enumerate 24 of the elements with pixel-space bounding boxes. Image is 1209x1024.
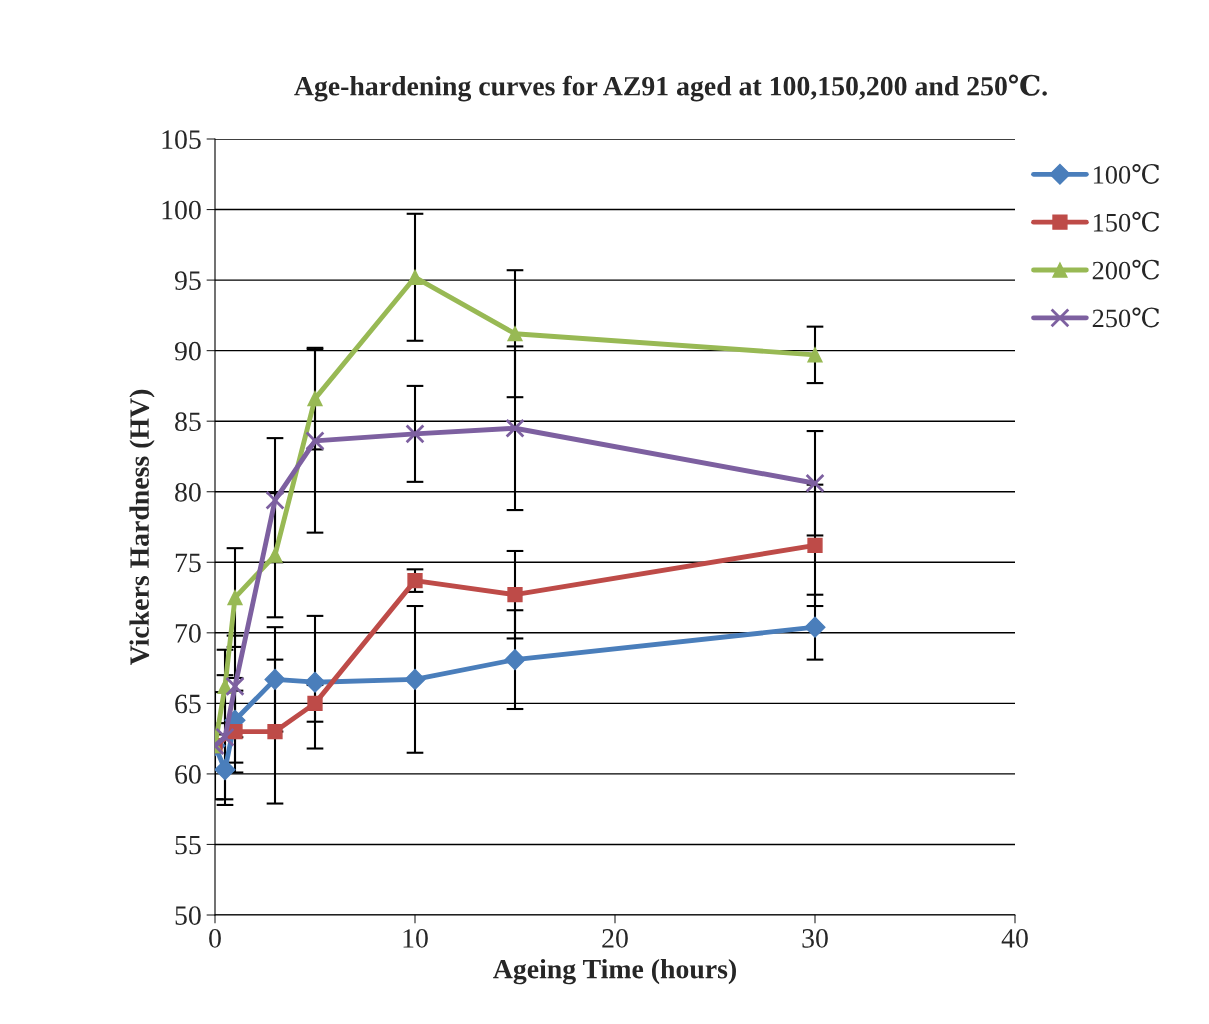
y-tick-label: 100: [162, 200, 201, 220]
y-tick-label: 105: [162, 130, 201, 149]
x-tick-label: 40: [1001, 929, 1028, 948]
legend-label: 250℃: [1092, 307, 1160, 328]
x-tick-label: 30: [802, 929, 828, 948]
y-tick-label: 60: [175, 765, 201, 784]
y-tick-label: 55: [175, 835, 201, 855]
y-tick-label: 50: [175, 906, 201, 925]
x-tick-label: 20: [602, 929, 628, 948]
x-axis-title: Ageing Time (hours): [493, 958, 736, 985]
y-tick-label: 75: [175, 553, 201, 573]
legend-label: 200℃: [1092, 259, 1160, 280]
y-tick-label: 95: [174, 271, 201, 290]
y-tick-label: 80: [175, 482, 201, 502]
y-axis-title: Vickers Hardness (HV): [129, 389, 155, 666]
y-tick-label: 85: [175, 412, 201, 432]
legend-label: 100℃: [1093, 163, 1160, 184]
y-tick-label: 65: [175, 694, 201, 714]
y-tick-label: 90: [174, 341, 201, 361]
x-tick-label: 10: [403, 929, 428, 948]
legend-label: 150℃: [1093, 211, 1160, 232]
y-tick-label: 70: [175, 623, 201, 643]
chart-title: Age-hardening curves for AZ91 aged at 100,150,200 and 250℃.: [294, 74, 1047, 102]
x-tick-label: 0: [209, 929, 221, 948]
